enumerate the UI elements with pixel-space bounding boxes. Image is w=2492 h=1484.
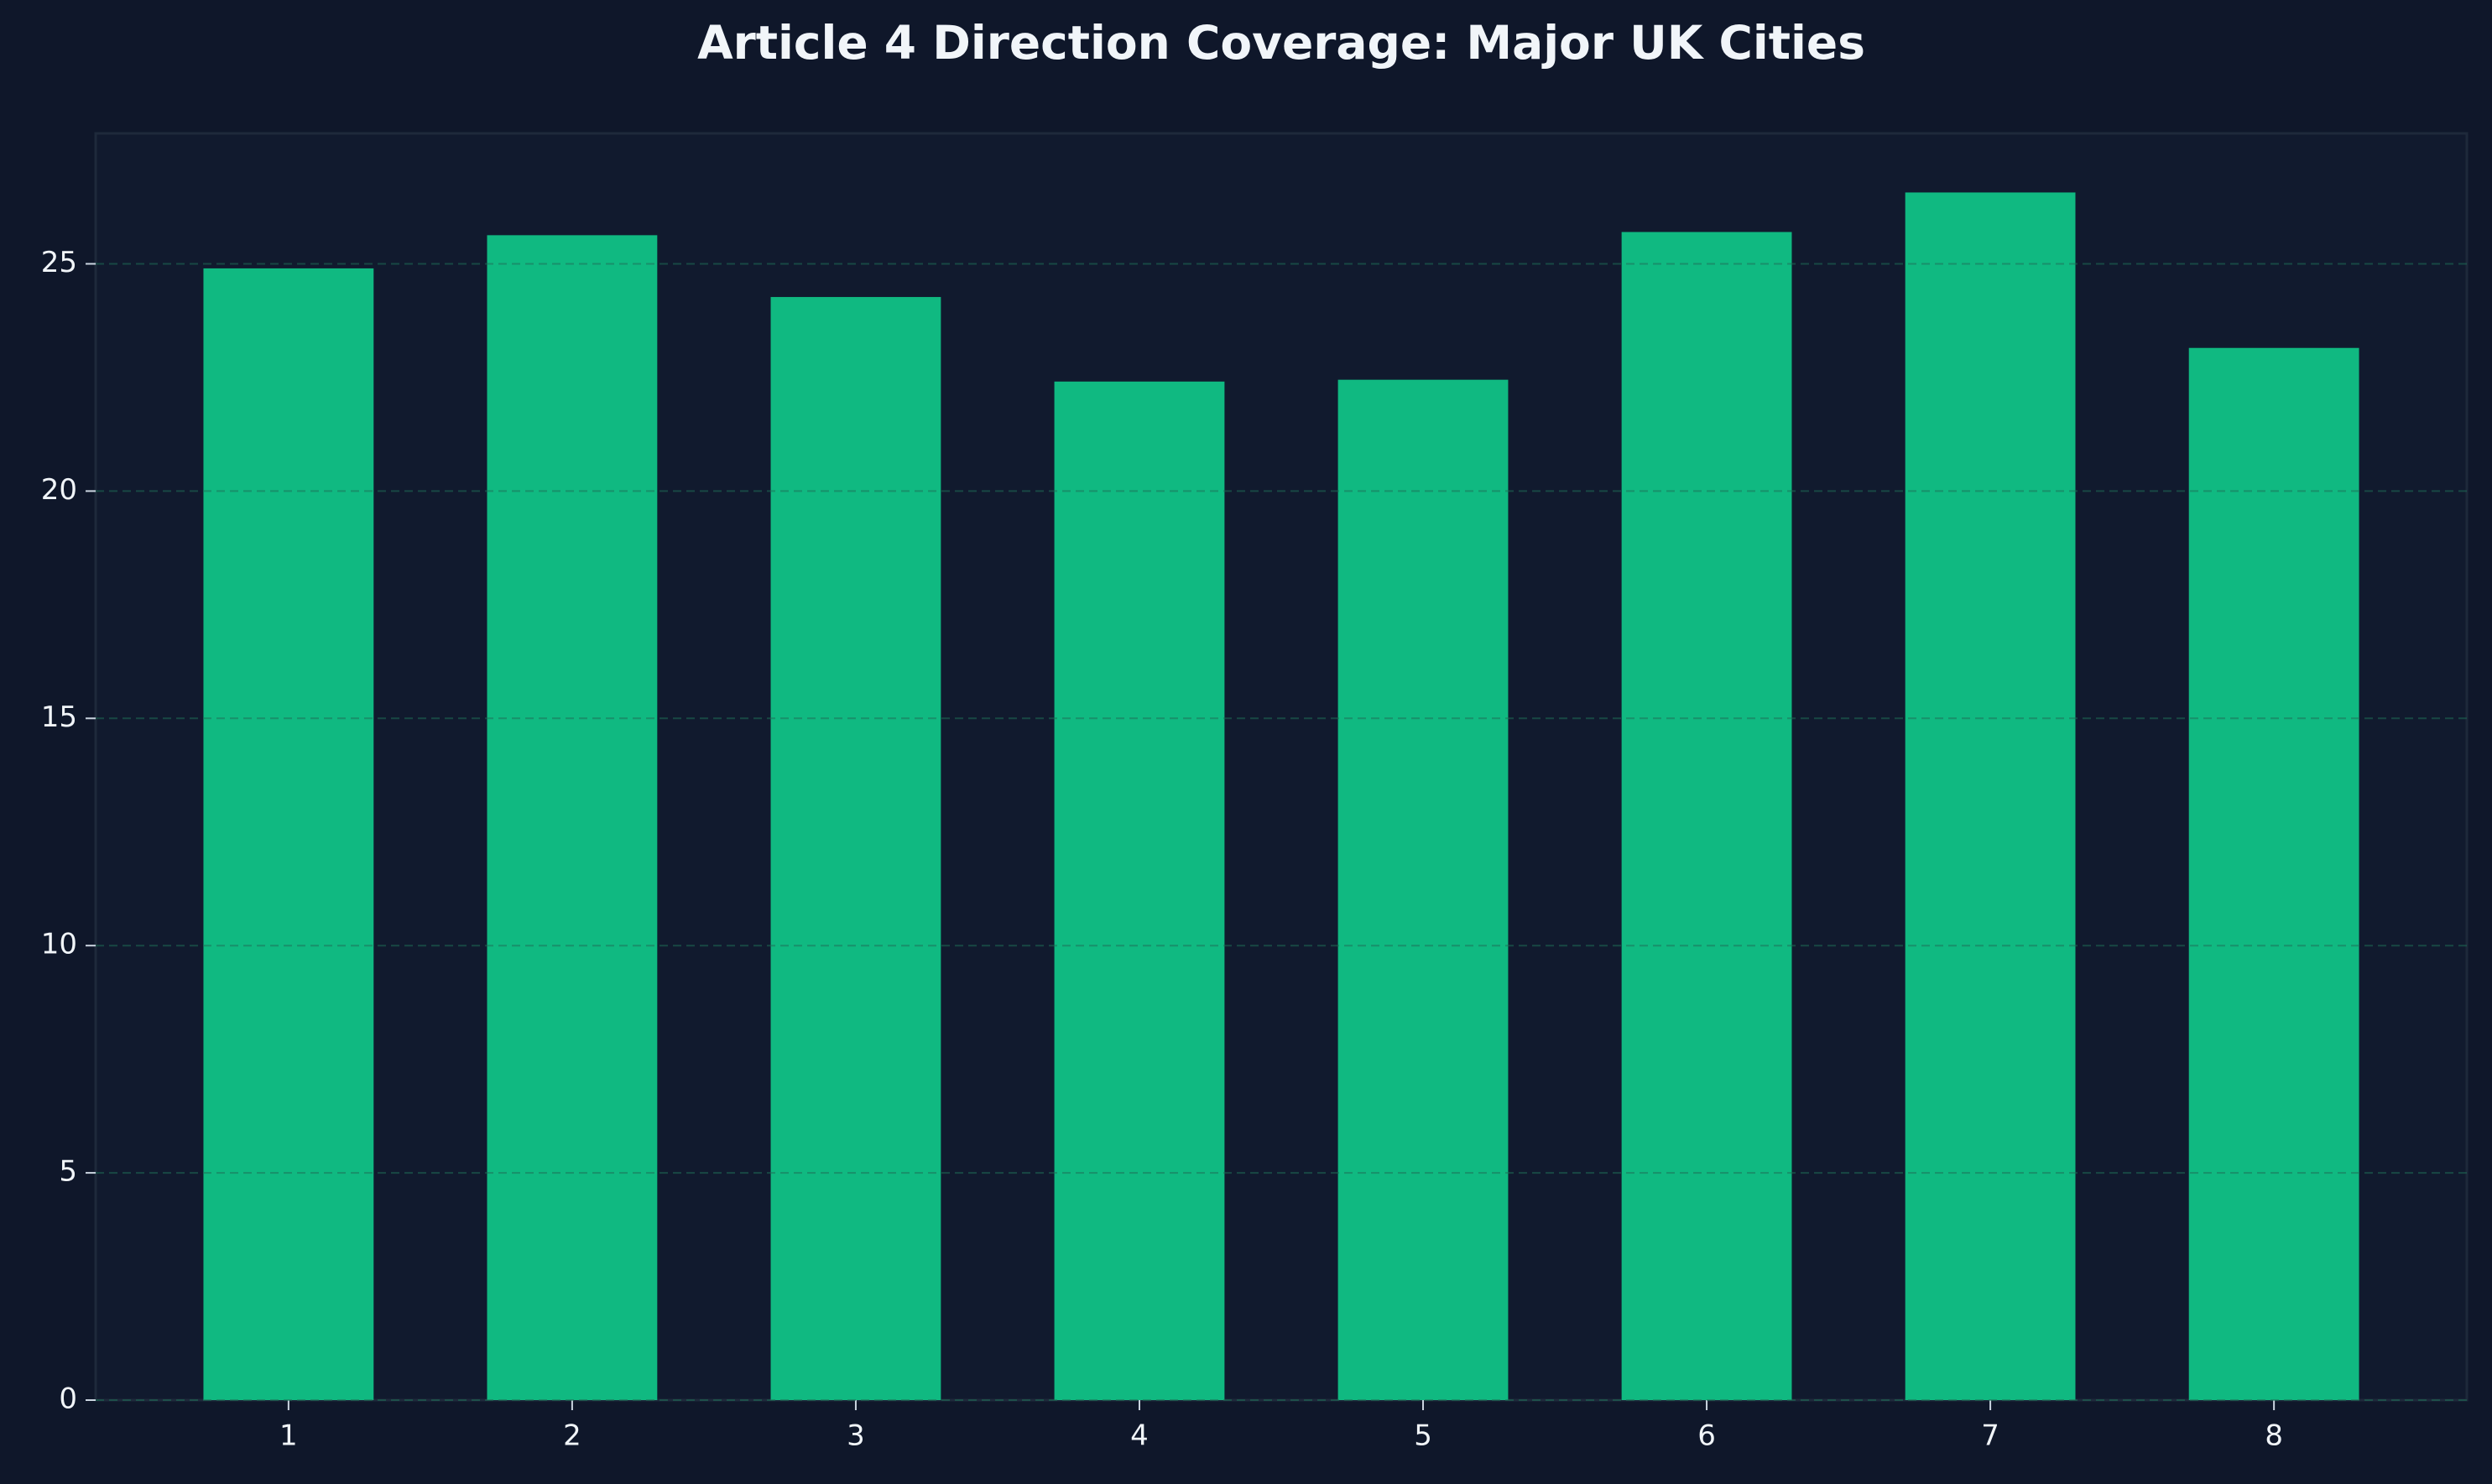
bar bbox=[203, 268, 374, 1401]
x-tick-label: 6 bbox=[1697, 1419, 1716, 1453]
x-tick-label: 1 bbox=[279, 1419, 298, 1453]
bar bbox=[487, 235, 658, 1400]
y-tick-label: 15 bbox=[41, 700, 77, 734]
y-tick-label: 25 bbox=[41, 246, 77, 279]
y-tick-label: 20 bbox=[41, 473, 77, 507]
bar bbox=[2188, 347, 2359, 1400]
y-tick-label: 10 bbox=[41, 928, 77, 961]
bar bbox=[770, 297, 941, 1400]
x-tick-label: 2 bbox=[563, 1419, 581, 1453]
bar bbox=[1621, 232, 1792, 1401]
y-tick-label: 0 bbox=[59, 1382, 77, 1416]
x-tick-label: 4 bbox=[1130, 1419, 1149, 1453]
bar bbox=[1905, 192, 2076, 1400]
bar bbox=[1054, 381, 1225, 1400]
y-tick-label: 5 bbox=[59, 1155, 77, 1189]
x-tick-label: 8 bbox=[2265, 1419, 2283, 1453]
chart-title: Article 4 Direction Coverage: Major UK C… bbox=[697, 16, 1865, 70]
x-tick-label: 5 bbox=[1414, 1419, 1432, 1453]
bar bbox=[1337, 379, 1509, 1400]
plot-area bbox=[94, 132, 2469, 1402]
x-tick-label: 3 bbox=[847, 1419, 865, 1453]
x-tick-label: 7 bbox=[1981, 1419, 1999, 1453]
